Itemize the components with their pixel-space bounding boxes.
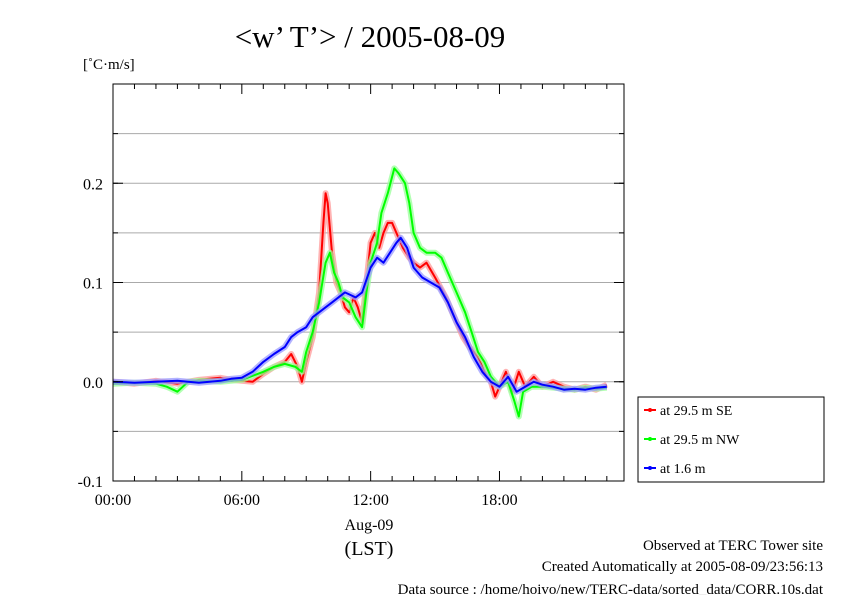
x-tick-label: 18:00 — [481, 492, 517, 509]
footer-site: Observed at TERC Tower site — [643, 538, 823, 554]
legend-marker — [648, 408, 652, 412]
series-lines — [112, 165, 609, 420]
legend-label: at 1.6 m — [660, 462, 706, 477]
legend-box — [637, 396, 825, 483]
x-axis-date-label: Aug-09 — [345, 517, 394, 534]
y-tick-label: 0.0 — [83, 375, 103, 392]
axis-ticks: -0.1 0.0 0.1 0.2 00:00 06:00 12:00 18:00 — [78, 83, 624, 509]
x-tick-label: 06:00 — [224, 492, 260, 509]
legend-label: at 29.5 m NW — [660, 433, 740, 448]
legend: at 29.5 m SE at 29.5 m NW at 1.6 m — [637, 396, 825, 483]
x-axis-timezone-label: (LST) — [345, 538, 394, 560]
x-tick-label: 00:00 — [95, 492, 131, 509]
y-axis-unit-label: [˚C·m/s] — [83, 57, 135, 73]
legend-label: at 29.5 m SE — [660, 404, 732, 419]
chart-title: <w’ T’> / 2005-08-09 — [235, 19, 506, 54]
legend-marker — [648, 437, 652, 441]
series-line — [112, 236, 607, 393]
y-tick-label: 0.1 — [83, 276, 103, 293]
series-line — [112, 167, 607, 418]
legend-marker — [648, 466, 652, 470]
footer-created: Created Automatically at 2005-08-09/23:5… — [542, 559, 823, 575]
footer-source: Data source : /home/hoivo/new/TERC-data/… — [398, 582, 824, 595]
y-tick-label: 0.2 — [83, 176, 103, 193]
x-tick-label: 12:00 — [352, 492, 388, 509]
y-tick-label: -0.1 — [78, 474, 103, 491]
